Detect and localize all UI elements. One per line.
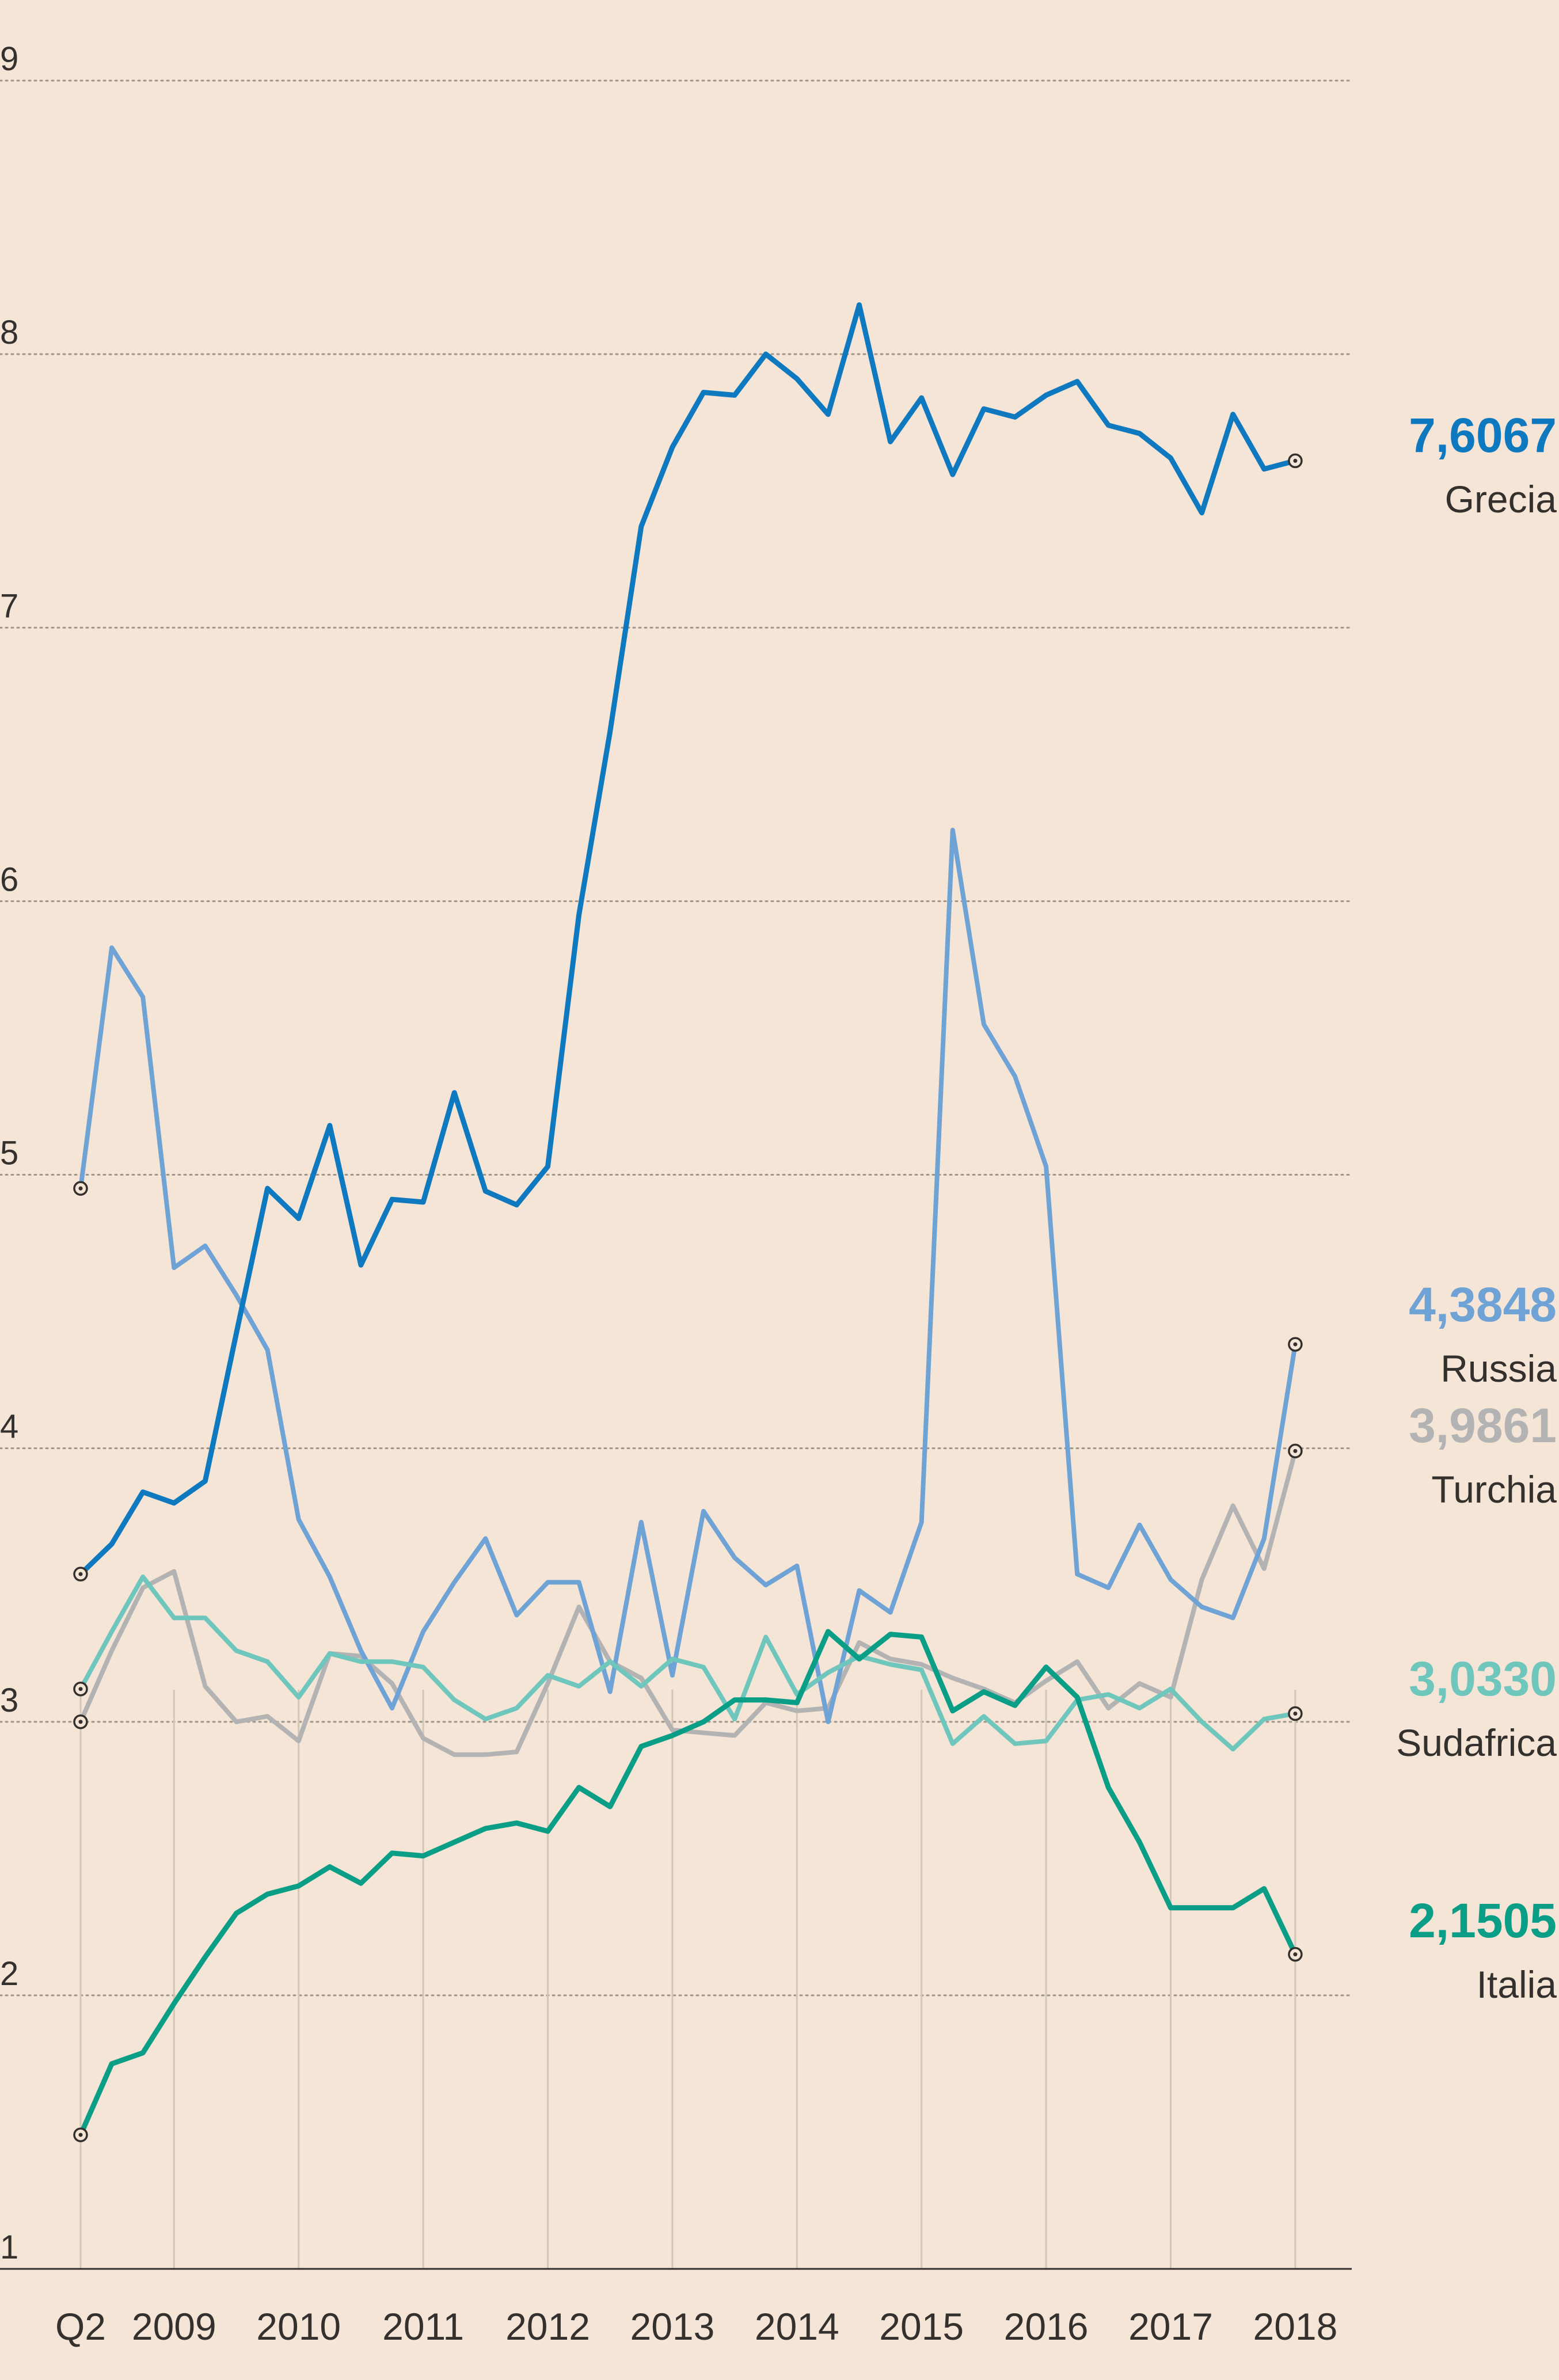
endpoint-dot <box>1293 458 1298 463</box>
series-name-turchia: Turchia <box>1431 1468 1557 1511</box>
endpoint-dot <box>78 1572 83 1576</box>
x-tick-label: 2010 <box>256 2305 341 2348</box>
series-name-italia: Italia <box>1477 1963 1557 2006</box>
series-name-sudafrica: Sudafrica <box>1396 1721 1557 1764</box>
x-tick-label: 2017 <box>1128 2305 1213 2348</box>
y-tick-label: 5 <box>0 1135 18 1172</box>
endpoint-dot <box>78 1186 83 1191</box>
endpoint-dot <box>1293 1448 1298 1453</box>
x-axis-ticks: Q2 2009 2010 2011 2012 2013 2014 2015 2016 2017 20… <box>55 2305 1337 2348</box>
y-tick-label: 6 <box>0 861 18 898</box>
y-tick-label: 7 <box>0 587 18 625</box>
x-tick-label: 2016 <box>1004 2305 1089 2348</box>
endpoint-dot <box>1293 1711 1298 1716</box>
series-end-labels: 7,6067 Grecia 4,3848 Russia 3,9861 Turchia 3,0… <box>1396 408 1557 2006</box>
endpoint-dot <box>78 2132 83 2137</box>
series-lines <box>78 302 1298 2138</box>
y-tick-label: 9 <box>0 40 18 78</box>
endpoint-dot <box>1293 1952 1298 1957</box>
y-tick-label: 8 <box>0 314 18 351</box>
y-tick-label: 2 <box>0 1955 18 1993</box>
vertical-gridlines <box>79 1690 1296 2269</box>
x-tick-label: 2014 <box>755 2305 839 2348</box>
series-line-russia <box>78 827 1298 1724</box>
x-tick-label: 2009 <box>132 2305 216 2348</box>
x-tick-label: 2012 <box>505 2305 590 2348</box>
y-tick-label: 3 <box>0 1682 18 1719</box>
end-value-sudafrica: 3,0330 <box>1409 1652 1557 1706</box>
series-name-russia: Russia <box>1440 1347 1557 1390</box>
x-tick-label: 2013 <box>630 2305 714 2348</box>
end-value-italia: 2,1505 <box>1409 1894 1557 1948</box>
x-tick-label: Q2 <box>55 2305 106 2348</box>
horizontal-gridlines <box>0 79 1353 1997</box>
x-tick-label: 2011 <box>382 2305 464 2348</box>
y-axis-ticks: 1 2 3 4 5 6 7 8 9 <box>0 40 18 2266</box>
x-tick-label: 2018 <box>1253 2305 1337 2348</box>
series-endpoints <box>73 453 1303 2142</box>
end-value-grecia: 7,6067 <box>1409 408 1557 462</box>
series-line-grecia <box>78 302 1298 1577</box>
endpoint-dot <box>78 1687 83 1691</box>
y-tick-label: 4 <box>0 1408 18 1446</box>
y-tick-label: 1 <box>0 2229 18 2266</box>
x-tick-label: 2015 <box>879 2305 964 2348</box>
series-line-italia <box>78 1629 1298 2138</box>
series-line-sudafrica <box>78 1574 1298 1752</box>
end-value-russia: 4,3848 <box>1409 1278 1557 1332</box>
endpoint-dot <box>1293 1342 1298 1347</box>
endpoint-dot <box>78 1720 83 1724</box>
series-name-grecia: Grecia <box>1445 478 1557 520</box>
end-value-turchia: 3,9861 <box>1409 1398 1557 1453</box>
